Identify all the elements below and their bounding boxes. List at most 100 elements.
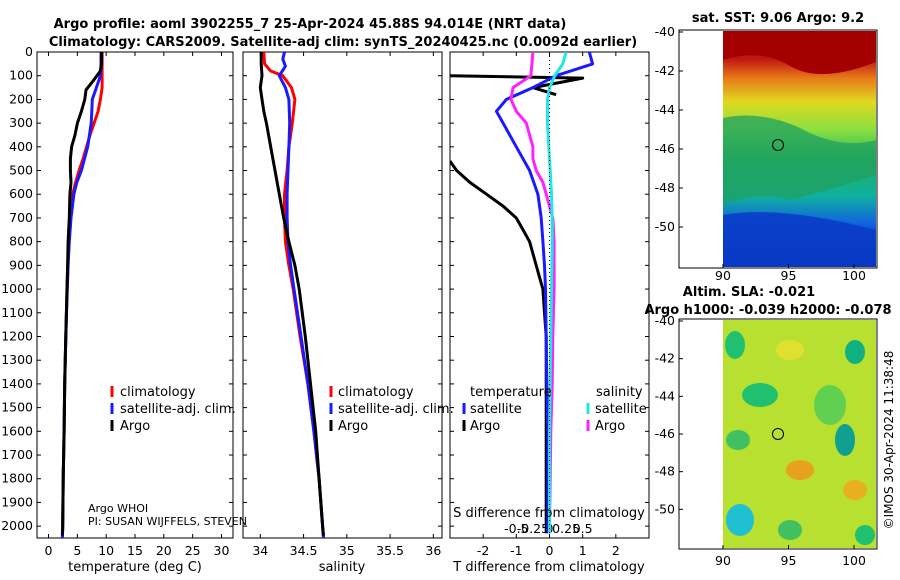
x-tick-label: 34 bbox=[252, 543, 268, 558]
temperature-xlabel: temperature (deg C) bbox=[68, 560, 202, 575]
map-lat-label: -46 bbox=[655, 141, 675, 156]
salinity-axes bbox=[242, 51, 443, 539]
map-lat-label: -44 bbox=[655, 388, 675, 403]
map-lon-label: 90 bbox=[715, 553, 731, 568]
y-tick-label: 500 bbox=[9, 163, 33, 178]
x-tick-label: 20 bbox=[156, 543, 172, 558]
series-satellite-adj-clim- bbox=[277, 52, 325, 538]
y-tick-label: 2000 bbox=[1, 518, 33, 533]
series-temperature-argo-deep- bbox=[450, 160, 548, 534]
y-tick-label: 100 bbox=[9, 68, 33, 83]
map-lon-label: 95 bbox=[781, 268, 797, 283]
y-tick-label: 200 bbox=[9, 91, 33, 106]
x-tick-label: 36 bbox=[425, 543, 441, 558]
legend-climatology-2: climatology bbox=[338, 385, 414, 400]
x-tick-label: 30 bbox=[214, 543, 230, 558]
imos-stamp: ©IMOS 30-Apr-2024 11:38:48 bbox=[882, 351, 896, 530]
y-tick-label: 1000 bbox=[1, 281, 33, 296]
legend-t-sat: satellite bbox=[470, 402, 522, 417]
y-tick-label: 1600 bbox=[1, 423, 33, 438]
s-tick-label: -0.5 bbox=[504, 521, 528, 536]
x-tick-label: 25 bbox=[185, 543, 201, 558]
map-lon-label: 95 bbox=[781, 553, 797, 568]
agency-note: Argo WHOI bbox=[88, 502, 148, 515]
map-lat-label: -48 bbox=[655, 180, 675, 195]
legend-satellite-2: satellite-adj. clim. bbox=[338, 402, 454, 417]
sst-map-image bbox=[723, 31, 876, 267]
y-tick-label: 700 bbox=[9, 210, 33, 225]
x-tick-label: 10 bbox=[98, 543, 114, 558]
map-lon-label: 100 bbox=[842, 268, 866, 283]
y-tick-label: 600 bbox=[9, 186, 33, 201]
s-diff-xlabel: S difference from climatology bbox=[453, 506, 645, 521]
map-lat-label: -40 bbox=[655, 313, 675, 328]
legend-salinity: climatology satellite-adj. clim. Argo bbox=[329, 385, 454, 434]
sst-title: sat. SST: 9.06 Argo: 9.2 bbox=[692, 11, 864, 26]
x-tick-label: 35 bbox=[339, 543, 355, 558]
legend-argo-2: Argo bbox=[338, 419, 368, 434]
x-tick-label: 0 bbox=[45, 543, 53, 558]
map-lat-label: -40 bbox=[655, 24, 675, 39]
legend-climatology: climatology bbox=[120, 385, 196, 400]
x-tick-label: -1 bbox=[510, 543, 522, 558]
y-tick-label: 900 bbox=[9, 257, 33, 272]
map-lat-label: -42 bbox=[655, 351, 675, 366]
map-lat-label: -42 bbox=[655, 63, 675, 78]
header-line-2: Climatology: CARS2009. Satellite-adj cli… bbox=[49, 35, 637, 50]
legend-t-head: temperature bbox=[470, 385, 552, 400]
series-salinity-satellite bbox=[546, 52, 568, 534]
salinity-xlabel: salinity bbox=[319, 560, 366, 575]
legend-s-sat: satellite bbox=[595, 402, 647, 417]
s-tick-label: 0.25 bbox=[552, 521, 580, 536]
legend-argo: Argo bbox=[120, 419, 150, 434]
sla-title-1: Altim. SLA: -0.021 bbox=[683, 285, 815, 300]
y-tick-label: 1300 bbox=[1, 352, 33, 367]
legend-t-argo: Argo bbox=[470, 419, 500, 434]
series-temperature-argo bbox=[450, 74, 585, 97]
series-salinity-argo bbox=[509, 52, 556, 534]
map-lat-label: -44 bbox=[655, 102, 675, 117]
y-tick-label: 1400 bbox=[1, 376, 33, 391]
y-tick-label: 0 bbox=[25, 44, 33, 59]
y-tick-label: 300 bbox=[9, 115, 33, 130]
x-tick-label: 15 bbox=[127, 543, 143, 558]
map-lat-label: -50 bbox=[655, 501, 675, 516]
map-lon-label: 100 bbox=[842, 553, 866, 568]
y-tick-label: 800 bbox=[9, 234, 33, 249]
t-diff-xlabel: T difference from climatology bbox=[452, 560, 645, 575]
header-line-1: Argo profile: aoml 3902255_7 25-Apr-2024… bbox=[54, 17, 567, 32]
legend-difference: temperature salinity satellite Argo sate… bbox=[462, 385, 647, 434]
y-tick-label: 1700 bbox=[1, 447, 33, 462]
y-tick-label: 1100 bbox=[1, 305, 33, 320]
sla-title-2: Argo h1000: -0.039 h2000: -0.078 bbox=[644, 303, 891, 318]
x-tick-label: 34.5 bbox=[290, 543, 318, 558]
x-tick-label: 35.5 bbox=[376, 543, 404, 558]
x-tick-label: 1 bbox=[579, 543, 587, 558]
legend-s-argo: Argo bbox=[595, 419, 625, 434]
y-tick-label: 400 bbox=[9, 139, 33, 154]
y-tick-label: 1900 bbox=[1, 494, 33, 509]
series-argo bbox=[258, 52, 325, 536]
pi-note: PI: SUSAN WIJFFELS, STEVEN bbox=[88, 515, 247, 528]
map-lat-label: -48 bbox=[655, 464, 675, 479]
x-tick-label: -2 bbox=[477, 543, 489, 558]
s-tick-label: -0.25 bbox=[517, 521, 549, 536]
x-tick-label: 0 bbox=[546, 543, 554, 558]
sla-map-image bbox=[723, 320, 876, 548]
s-tick-label: 0.5 bbox=[573, 521, 593, 536]
map-lon-label: 90 bbox=[715, 268, 731, 283]
y-tick-label: 1200 bbox=[1, 328, 33, 343]
sla-float-marker bbox=[772, 428, 784, 440]
series-argo bbox=[60, 52, 104, 536]
legend-s-head: salinity bbox=[596, 385, 643, 400]
map-lat-label: -50 bbox=[655, 219, 675, 234]
y-tick-label: 1800 bbox=[1, 471, 33, 486]
series-temperature-satellite bbox=[494, 52, 595, 534]
y-tick-label: 1500 bbox=[1, 400, 33, 415]
sst-float-marker bbox=[772, 139, 784, 151]
x-tick-label: 2 bbox=[612, 543, 620, 558]
legend-satellite: satellite-adj. clim. bbox=[120, 402, 236, 417]
x-tick-label: 5 bbox=[73, 543, 81, 558]
legend-temperature: climatology satellite-adj. clim. Argo bbox=[110, 385, 236, 434]
